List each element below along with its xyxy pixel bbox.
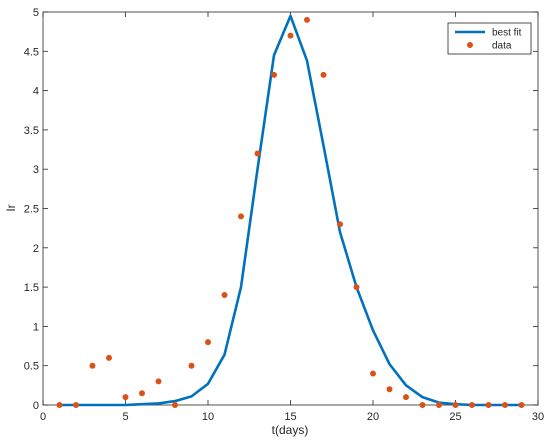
data-point	[56, 402, 63, 408]
data-point	[320, 71, 327, 78]
data-point	[172, 402, 178, 408]
data-point	[386, 386, 393, 393]
legend-box	[447, 22, 532, 55]
y-tick-label: 3	[33, 164, 39, 176]
axis-tick-labels: 0 5 10 15 20 25 30 0 0.5 1 1.5 2 2.5 3 3.5 4 4.5 5	[24, 7, 544, 423]
data-point	[370, 370, 376, 377]
data-point	[205, 339, 211, 346]
data-point	[353, 284, 360, 291]
data-point	[188, 362, 195, 369]
data-point	[89, 362, 96, 369]
data-point	[139, 390, 145, 397]
data-point	[436, 402, 442, 408]
data-point	[485, 402, 492, 408]
y-tick-label: 2.5	[24, 204, 39, 216]
data-point	[469, 402, 475, 408]
y-axis-title: Ir	[4, 204, 18, 211]
data-point	[419, 402, 426, 408]
data-point	[287, 32, 294, 39]
data-point	[304, 16, 310, 23]
series-line-best-fit	[58, 14, 523, 407]
x-tick-label: 10	[202, 411, 214, 423]
data-point	[73, 402, 79, 408]
y-tick-label: 4.5	[24, 46, 39, 58]
x-tick-label: 25	[449, 411, 461, 423]
data-point	[254, 150, 261, 157]
legend: best fit data	[447, 22, 532, 55]
y-tick-label: 5	[33, 7, 39, 19]
y-tick-label: 1.5	[24, 282, 39, 294]
y-tick-label: 4	[33, 86, 39, 98]
x-tick-label: 0	[40, 411, 46, 423]
data-point	[122, 394, 129, 401]
data-point	[403, 394, 409, 401]
data-point	[502, 402, 508, 408]
legend-marker-data	[467, 42, 473, 48]
data-point	[106, 354, 112, 361]
data-point	[238, 213, 244, 220]
y-tick-label: 0.5	[24, 361, 39, 373]
data-point	[518, 402, 525, 408]
series-layer	[56, 14, 525, 408]
data-point	[221, 291, 228, 298]
legend-label-data: data	[492, 41, 512, 52]
x-tick-label: 30	[532, 411, 544, 423]
legend-label-best-fit: best fit	[492, 28, 522, 39]
data-point	[155, 378, 162, 385]
data-point	[452, 402, 459, 408]
y-tick-label: 2	[33, 243, 39, 255]
y-tick-label: 0	[33, 400, 39, 412]
data-point	[337, 221, 343, 228]
x-axis-title: t(days)	[272, 423, 309, 437]
y-tick-label: 1	[33, 321, 39, 333]
data-point	[271, 71, 277, 78]
x-tick-label: 20	[367, 411, 379, 423]
x-tick-label: 15	[284, 411, 296, 423]
y-tick-label: 3.5	[24, 125, 39, 137]
x-tick-label: 5	[122, 411, 128, 423]
plot-area	[42, 11, 539, 406]
